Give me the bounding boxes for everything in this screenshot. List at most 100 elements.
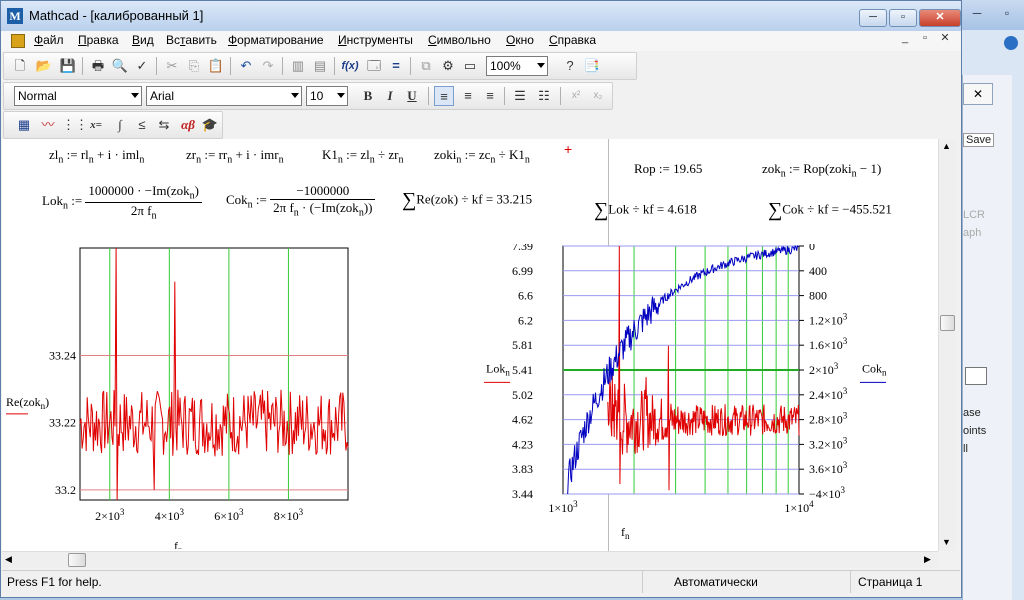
doc-restore-button[interactable]: ▫ [923,32,927,44]
lok-series-line [607,245,800,491]
right-axis-label: Cokn [862,361,887,377]
cut-icon[interactable]: ✂ [166,58,178,73]
worksheet[interactable]: zln := rln + i · imln zrn := rrn + i · i… [2,139,938,551]
align-right-icon[interactable]: ≡ [486,88,494,103]
document-icon[interactable] [11,34,25,48]
status-help-text: Press F1 for help. [7,575,102,589]
scroll-down-icon[interactable]: ▼ [942,537,951,547]
scroll-right-icon[interactable]: ▶ [924,554,931,564]
resources-icon[interactable]: ⚙ [442,58,454,73]
titlebar[interactable]: M Mathcad - [калиброванный 1] ─ ▫ ✕ [1,1,961,31]
bold-button[interactable]: B [363,88,373,103]
insert-unit-icon[interactable]: 🗔 [366,58,382,73]
graph-icon[interactable]: 〰 [41,117,55,132]
separator [334,57,335,75]
doc-close-button[interactable]: ✕ [940,32,950,44]
equation-cok[interactable]: Cokn := −1000000 2π fn · (−Im(zokn)) [226,183,376,219]
calculate-icon[interactable]: = [392,58,400,73]
open-folder-icon[interactable]: 📂 [35,58,53,73]
menu-item[interactable]: Форматирование [228,33,324,47]
undo-icon[interactable]: ↶ [240,58,252,73]
align-bottom-icon[interactable]: ▤ [313,58,327,73]
menu-item[interactable]: Справка [549,33,597,47]
bg-label: ll [963,443,968,455]
minimize-button[interactable]: ─ [859,9,887,27]
style-select[interactable]: Normal [14,86,142,106]
calculator-icon[interactable]: ▦ [17,117,31,132]
zoom-select[interactable]: 100% [486,56,548,76]
left-tick-label: 6.99 [512,264,533,278]
superscript-icon[interactable]: x² [571,90,581,101]
matrix-icon[interactable]: ⋮⋮ [62,117,88,132]
bg-minimize-icon[interactable]: ─ [972,6,982,20]
scroll-up-icon[interactable]: ▲ [942,141,951,151]
bg-help-icon[interactable] [1004,36,1018,50]
bg-restore-icon[interactable]: ▫ [1004,6,1010,20]
insert-region-icon[interactable]: ▭ [463,58,477,73]
redo-icon[interactable]: ↷ [262,58,274,73]
equation-zr[interactable]: zrn := rrn + i · imrn [186,147,284,166]
menu-item[interactable]: Окно [506,33,534,47]
right-tick-label: 2×103 [809,361,839,377]
save-icon[interactable]: 💾 [59,58,77,73]
bg-save-button[interactable]: Save [963,133,995,147]
calculus-icon[interactable]: ∫ [118,117,122,132]
equation-sum-re[interactable]: ∑Re(zok) ÷ kf = 33.215 [402,189,533,211]
equation-sum-cok[interactable]: ∑Cok ÷ kf = −455.521 [768,199,892,221]
horizontal-scrollbar[interactable]: ◀ ▶ [2,551,938,568]
bg-close-icon[interactable]: ✕ [963,83,993,105]
close-button[interactable]: ✕ [919,9,961,27]
scroll-left-icon[interactable]: ◀ [5,554,12,564]
menu-item[interactable]: Символьно [428,33,491,47]
equation-k1[interactable]: K1n := zln ÷ zrn [322,147,404,166]
print-icon[interactable]: 🖶 [91,58,105,73]
menu-item[interactable]: Правка [78,33,119,47]
quicksheets-icon[interactable]: 📑 [583,58,601,73]
equation-lok[interactable]: Lokn := 1000000 · −Im(zokn) 2π fn [42,183,202,221]
equation-zoki[interactable]: zokin := zcn ÷ K1n [434,147,530,166]
horizontal-scroll-thumb[interactable] [68,553,86,567]
numbering-icon[interactable]: ☷ [538,88,550,103]
menu-item[interactable]: Вставить [166,33,217,47]
right-tick-label: 1.6×103 [809,336,848,352]
separator [230,57,231,75]
equation-sum-lok[interactable]: ∑Lok ÷ kf = 4.618 [594,199,697,221]
programming-icon[interactable]: ⇆ [158,117,170,132]
vertical-scrollbar[interactable]: ▲ ▼ [938,139,956,551]
font-select[interactable]: Arial [146,86,302,106]
boolean-icon[interactable]: ≤ [138,117,146,132]
bg-dropdown[interactable] [965,367,987,385]
italic-button[interactable]: I [387,88,393,103]
underline-button[interactable]: U [407,88,417,103]
equation-rop[interactable]: Rop := 19.65 [634,161,703,176]
align-left-icon[interactable]: ≡ [434,86,454,106]
subscript-icon[interactable]: x₂ [593,90,603,101]
right-tick-label: 3.2×103 [809,435,848,451]
menu-item[interactable]: Вид [132,33,154,47]
plot-lok-cok[interactable]: 7.39 0 6.99 400 6.6 800 6.2 1.2×103 5.81 1.6×103 5… [472,244,902,549]
menu-item[interactable]: Инструменты [338,33,413,47]
symbolic-icon[interactable]: 🎓 [201,117,219,132]
help-icon[interactable]: ? [566,58,574,73]
paste-icon[interactable]: 📋 [207,58,225,73]
equation-zok[interactable]: zokn := Rop(zokin − 1) [762,161,882,180]
menu-item[interactable]: Файл [34,33,64,47]
insert-component-icon[interactable]: ⧉ [421,58,431,73]
evaluation-button[interactable]: x= [90,119,102,131]
print-preview-icon[interactable]: 🔍 [111,58,129,73]
align-center-icon[interactable]: ≡ [464,88,472,103]
restore-button[interactable]: ▫ [889,9,917,27]
align-top-icon[interactable]: ▥ [291,58,305,73]
insert-function-icon[interactable]: f(x) [341,60,359,72]
spellcheck-icon[interactable]: ✓ [136,58,148,73]
bullets-icon[interactable]: ☰ [514,88,526,103]
doc-minimize-button[interactable]: _ [901,32,909,44]
standard-toolbar: 🗋 📂 💾 🖶 🔍 ✓ ✂ ⎘ 📋 ↶ ↷ ▥ ▤ f(x) 🗔 = ⧉ ⚙ ▭… [3,52,637,80]
vertical-scroll-thumb[interactable] [940,315,955,331]
plot-re-zok[interactable]: 2×103 4×103 6×103 8×103 33.24 33.22 33.2 Re(zok… [2,244,382,549]
copy-icon[interactable]: ⎘ [188,58,200,73]
new-document-icon[interactable]: 🗋 [14,58,26,73]
equation-zl[interactable]: zln := rln + i · imln [49,147,145,166]
greek-button[interactable]: αβ [181,117,195,132]
font-size-select[interactable]: 10 [306,86,348,106]
